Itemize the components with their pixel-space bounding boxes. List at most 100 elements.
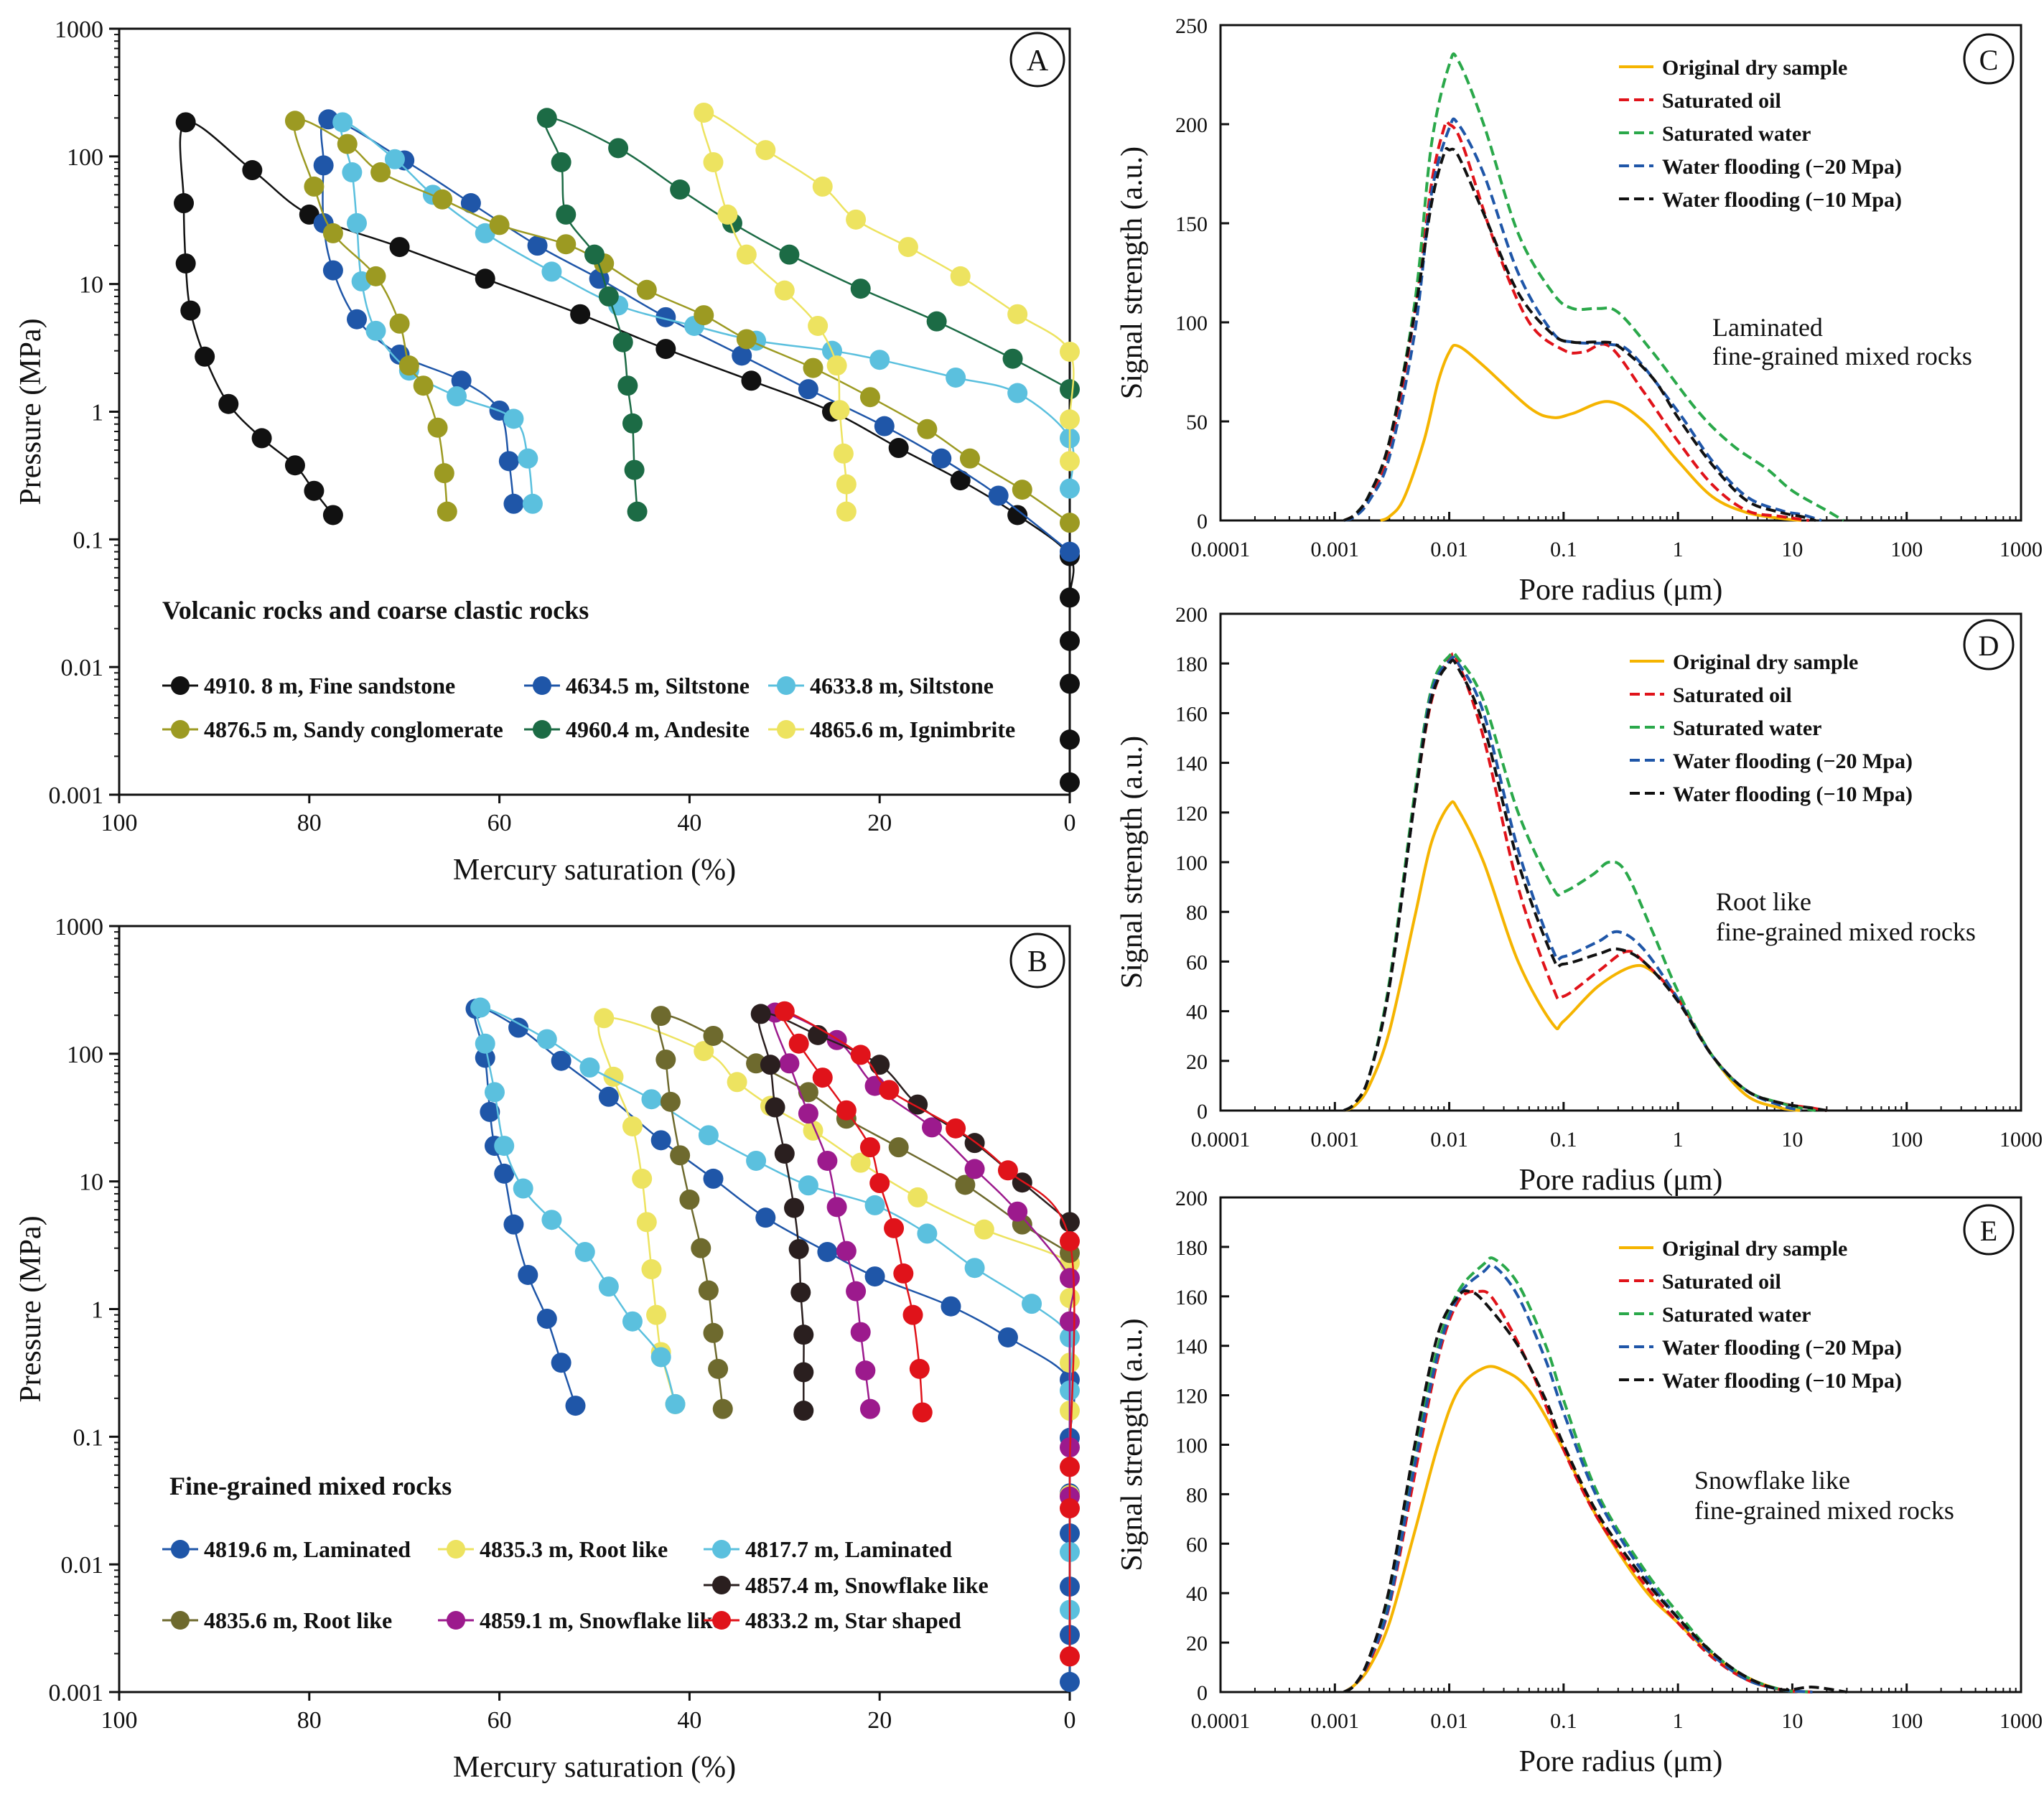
data-point [624,459,645,480]
legend-swatch-marker [171,676,190,695]
data-point [902,1304,923,1325]
legend-label: Water flooding (−20 Mpa) [1673,749,1913,773]
data-point [793,1325,814,1345]
data-point [427,417,448,438]
legend-swatch-marker [533,676,551,695]
data-point [750,1004,771,1024]
y-tick-label: 1 [91,400,103,426]
x-tick-label: 10 [1781,538,1803,561]
data-point [641,1259,662,1280]
data-point [694,305,714,326]
data-point [494,1136,515,1157]
y-tick-label: 0.01 [61,655,104,681]
x-tick-label: 100 [1890,1128,1923,1151]
data-point [812,1067,833,1088]
data-point [434,463,454,484]
data-point [817,1241,838,1262]
x-tick-label: 1000 [1999,1128,2043,1151]
data-point [774,1143,795,1164]
data-point [746,1150,767,1171]
y-tick-label: 200 [1175,603,1208,627]
data-point [679,1190,700,1210]
data-point [874,416,895,436]
x-tick-label: 100 [101,1707,138,1734]
data-point [893,1263,914,1284]
y-tick-label: 40 [1186,1001,1208,1024]
data-point [598,1276,619,1297]
y-tick-label: 0 [1197,1100,1208,1123]
y-tick-label: 120 [1175,1385,1208,1408]
x-tick-label: 0 [1064,810,1076,836]
data-point [826,355,847,376]
data-point [698,1125,719,1146]
y-axis-title: Signal strength (a.u.) [1116,146,1149,399]
x-axis-title: Pore radius (μm) [1519,1745,1723,1778]
x-tick-label: 0.0001 [1191,538,1251,561]
y-tick-label: 200 [1175,113,1208,137]
data-point [959,448,980,469]
data-point [917,1223,938,1244]
data-point [879,1080,900,1101]
data-point [864,1266,885,1287]
x-tick-label: 0.01 [1430,1128,1468,1151]
data-point [475,1047,495,1068]
data-point [1060,1230,1080,1251]
y-tick-label: 0 [1197,510,1208,533]
data-point [622,413,643,434]
data-point [788,1033,809,1054]
data-point [518,1264,538,1285]
data-point [541,1210,562,1230]
data-point [774,1001,795,1022]
data-point [565,1396,586,1416]
x-tick-label: 40 [677,810,701,836]
series-line-2 [597,1017,1078,1495]
data-point [1007,304,1028,324]
data-point [869,350,890,370]
y-tick-label: 120 [1175,802,1208,826]
panel-a-mercury-intrusion-chart: 100 80 60 40 20 0 0.001 0.01 0.1 1 10 100 1000 Mercur… [14,17,1080,887]
data-point [1060,729,1080,750]
y-tick-label: 20 [1186,1632,1208,1655]
data-point [475,268,495,289]
data-point [655,307,676,327]
y-tick-label: 0.001 [49,782,104,809]
data-point [950,470,971,491]
panel-e-nmr-chart: 0.0001 0.001 0.01 0.1 1 10 100 1000 0 20 40 60 80 100… [1116,1187,2043,1778]
series-line-3 [475,1006,1074,1610]
data-point [1060,1311,1080,1332]
data-point [884,1218,905,1238]
data-point [627,501,648,522]
data-point [997,1160,1018,1181]
x-tick-label: 20 [867,1707,892,1734]
legend-label: 4835.3 m, Root like [480,1536,668,1562]
chart-annotation: fine-grained mixed rocks [1712,342,1972,370]
panel-label: B [1027,945,1047,978]
data-point [793,1362,814,1383]
data-point [708,1358,729,1379]
data-point [489,215,510,235]
data-point [997,1327,1018,1347]
data-point [503,493,524,514]
legend-label: Water flooding (−20 Mpa) [1662,1336,1902,1360]
legend-label: Saturated water [1673,716,1821,740]
y-tick-label: 0 [1197,1681,1208,1705]
data-point [470,997,491,1018]
legend-label: 4857.4 m, Snowflake like [745,1572,989,1598]
data-point [926,311,947,332]
data-point [950,266,971,286]
data-point [869,1055,890,1075]
y-tick-label: 10 [79,1169,103,1196]
y-tick-label: 250 [1175,14,1208,38]
data-point [691,1238,711,1258]
x-tick-label: 100 [1890,538,1923,561]
data-point [536,108,557,129]
data-point [527,235,548,256]
legend-label: Saturated water [1662,1303,1811,1327]
data-point [503,1214,524,1235]
data-point [332,112,353,133]
data-point [598,286,619,307]
data-point [646,1304,667,1325]
legend-label: 4819.6 m, Laminated [204,1536,411,1562]
data-point [451,370,472,391]
